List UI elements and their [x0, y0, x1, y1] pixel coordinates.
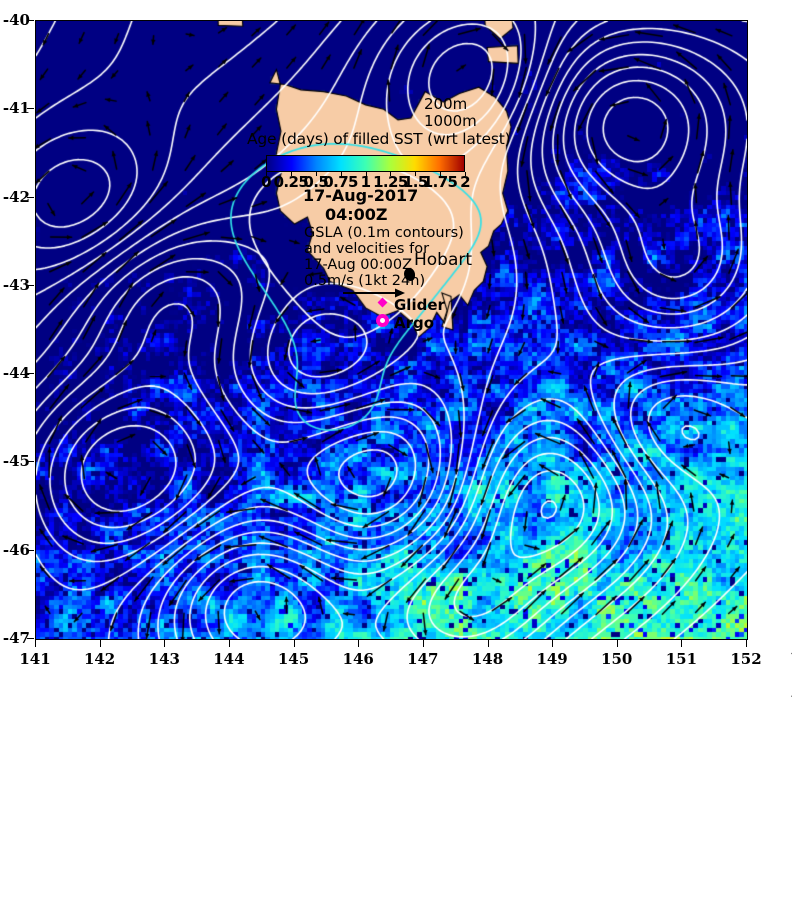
x-axis-tick-label: 141 — [19, 650, 51, 668]
colorbar-tick-label: 0.5 — [303, 173, 329, 191]
colorbar-tick-label: 2 — [460, 173, 470, 191]
colorbar-tick-label: 1.25 — [373, 173, 408, 191]
x-axis-tick-label: 148 — [471, 650, 504, 668]
x-axis-tick — [164, 640, 166, 647]
x-axis-tick — [422, 640, 424, 647]
y-axis-tick — [27, 638, 34, 639]
y-axis-tick-label: -46 — [2, 540, 30, 559]
colorbar-tick — [440, 172, 442, 176]
x-axis-tick-label: 144 — [213, 650, 245, 668]
x-axis-tick — [293, 640, 295, 647]
x-axis-tick — [358, 640, 360, 647]
x-axis-tick — [681, 640, 683, 647]
glider-legend-label: Glider — [394, 296, 445, 314]
argo-legend-label: Argo — [394, 314, 435, 332]
colorbar-tick — [465, 172, 466, 176]
colorbar-tick — [365, 172, 367, 176]
hobart-city-marker-icon — [404, 268, 415, 281]
hobart-city-label: Hobart — [414, 250, 473, 270]
x-axis-tick-label: 147 — [407, 650, 439, 668]
x-axis-tick — [552, 640, 554, 647]
y-axis-tick-label: -42 — [2, 187, 30, 206]
bathymetry-1000m-label: 1000m — [424, 112, 477, 130]
x-axis-tick-label: 151 — [665, 650, 698, 668]
x-axis-tick — [746, 640, 747, 647]
y-axis-tick-label: -41 — [2, 99, 30, 118]
colorbar-title: Age (days) of filled SST (wrt latest) — [247, 130, 511, 148]
info-line-velocity-scale: 0.5m/s (1kt 24h) — [304, 273, 426, 289]
info-line-gsla-contours: GSLA (0.1m contours) — [304, 225, 464, 241]
y-axis-tick-label: -40 — [2, 11, 30, 29]
y-axis-tick — [27, 20, 34, 21]
y-axis-tick — [27, 196, 34, 198]
y-axis-tick — [27, 373, 34, 375]
info-line-velocities: and velocities for — [304, 241, 430, 257]
colorbar-tick-label: 1 — [360, 173, 371, 191]
x-axis-tick — [616, 640, 618, 647]
y-axis-tick-label: -45 — [2, 452, 30, 471]
colorbar — [266, 155, 465, 172]
x-axis-tick-label: 146 — [342, 650, 374, 668]
x-axis-tick — [487, 640, 489, 647]
time-label: 04:00Z — [325, 205, 388, 224]
colorbar-tick-label: 0.75 — [323, 173, 358, 191]
colorbar-tick-label: 0.25 — [273, 173, 309, 191]
colorbar-tick-label: 0 — [261, 173, 271, 191]
info-line-valid-time: 17-Aug 00:00Z — [304, 257, 413, 273]
colorbar-tick — [390, 172, 392, 176]
colorbar-tick-label: 1.75 — [422, 173, 458, 191]
colorbar-tick-label: 1.5 — [402, 173, 428, 191]
contour-velocity-overlay-canvas — [36, 21, 747, 639]
x-axis-tick-label: 149 — [536, 650, 568, 668]
y-axis-tick — [27, 108, 34, 110]
y-axis-tick-label: -47 — [2, 629, 30, 647]
argo-marker-icon — [376, 314, 389, 327]
velocity-scale-arrow-icon — [343, 288, 405, 298]
colorbar-tick — [315, 172, 317, 176]
colorbar-tick — [290, 172, 292, 176]
colorbar-tick — [340, 172, 342, 176]
x-axis-tick-label: 143 — [148, 650, 180, 668]
x-axis-tick-label: 150 — [601, 650, 633, 668]
bathymetry-200m-label: 200m — [424, 95, 468, 113]
y-axis-tick-label: -44 — [2, 364, 30, 383]
x-axis-tick — [228, 640, 230, 647]
colorbar-tick — [266, 172, 267, 176]
map-plot-area[interactable] — [35, 20, 748, 640]
date-label: 17-Aug-2017 — [303, 186, 419, 205]
colorbar-tick — [415, 172, 417, 176]
y-axis-tick-label: -43 — [2, 275, 30, 294]
x-axis-tick-label: 152 — [730, 650, 762, 668]
colorbar-gradient — [267, 156, 464, 171]
y-axis-tick — [27, 461, 34, 463]
x-axis-tick — [99, 640, 101, 647]
x-axis-tick-label: 142 — [83, 650, 116, 668]
x-axis-tick — [35, 640, 36, 647]
y-axis-tick — [27, 549, 34, 551]
x-axis-tick-label: 145 — [277, 650, 310, 668]
y-axis-tick — [27, 284, 34, 286]
